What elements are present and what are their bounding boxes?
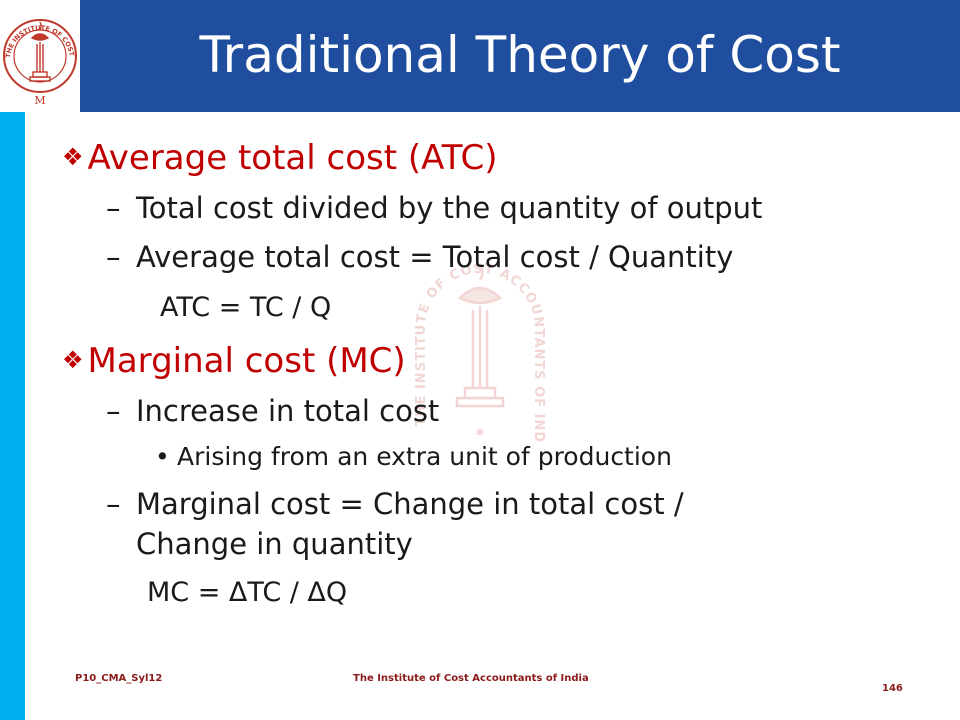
mc-equation-continued: Change in quantity (136, 527, 413, 561)
mc-definition: – Increase in total cost (106, 394, 440, 428)
atc-definition: – Total cost divided by the quantity of o… (106, 191, 763, 225)
atc-equation: – Average total cost = Total cost / Quant… (106, 240, 734, 274)
svg-text:✶: ✶ (473, 423, 486, 442)
mc-definition-detail: • Arising from an extra unit of productio… (155, 442, 672, 471)
footer-page-number: 146 (882, 683, 903, 694)
footer-course-code: P10_CMA_Syl12 (75, 673, 163, 684)
institute-logo: THE INSTITUTE OF COST ACCOUNTANTS OF IND… (0, 0, 80, 112)
svg-text:M: M (34, 94, 45, 107)
bullet-atc-heading: ❖ Average total cost (ATC) (62, 138, 498, 178)
diamond-bullet-icon: ❖ (62, 346, 84, 374)
atc-formula: ATC = TC / Q (160, 292, 332, 323)
watermark-lamp-icon (455, 263, 505, 408)
mc-formula: MC = ΔTC / ΔQ (147, 577, 348, 608)
footer-institute: The Institute of Cost Accountants of Ind… (353, 673, 589, 684)
title-bar: Traditional Theory of Cost (80, 0, 960, 112)
watermark-emblem: THE INSTITUTE OF COST ACCOUNTANTS OF IND… (405, 238, 545, 443)
accent-side-bar (0, 112, 25, 720)
bullet-mc-heading: ❖ Marginal cost (MC) (62, 341, 406, 381)
slide-title: Traditional Theory of Cost (199, 26, 841, 84)
mc-equation: – Marginal cost = Change in total cost / (106, 487, 684, 521)
diamond-bullet-icon: ❖ (62, 143, 84, 171)
dot-bullet-icon: • (155, 442, 170, 471)
lamp-emblem-icon (29, 21, 51, 82)
